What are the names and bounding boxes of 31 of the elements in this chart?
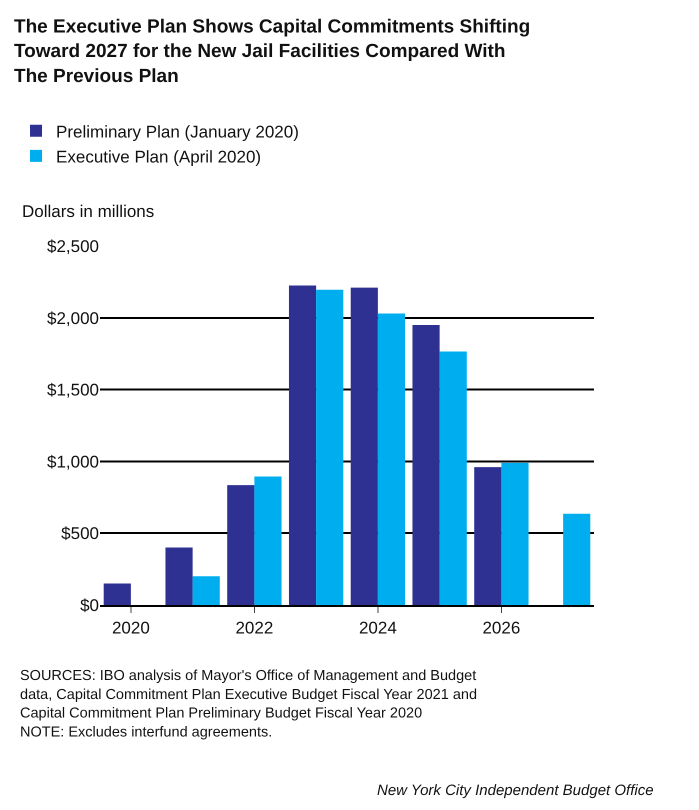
x-tick-label: 2024 [358,618,397,638]
source-note: SOURCES: IBO analysis of Mayor's Office of Management and Budget data, Capital Commitment Plan Executive Budget Fiscal Year 2021 and Capital Commitment Plan Preliminary Budget Fiscal Year 2020 [20,668,478,722]
legend-label: Preliminary Plan (January 2020) [56,122,299,142]
bar [165,548,193,605]
x-tick-label: 2022 [235,618,274,638]
bar [104,583,131,605]
bar [501,462,529,605]
y-tick-label: $500 [61,524,99,544]
x-tick-label: 2026 [482,618,520,638]
bar [350,288,378,605]
y-tick-label: $1,000 [47,452,99,472]
legend-label: Executive Plan (April 2020) [56,147,262,166]
chart-title: The Executive Plan Shows Capital Commitments Shifting Toward 2027 for the New Jail Facilities Compared With The Previous Plan [14,16,530,87]
y-tick-label: $2,000 [47,308,99,328]
x-tick-label: 2020 [112,618,150,638]
bar [254,476,282,605]
text: New York City Independent Budget Office [377,782,654,799]
bar [316,290,344,605]
y-tick-label: $1,500 [47,380,99,400]
y-axis-title: Dollars in millions [22,202,154,221]
bar [378,313,406,605]
y-tick-label: $2,500 [47,236,99,256]
bar [192,576,220,605]
bar [227,485,254,605]
bar [412,324,440,605]
bar [440,352,467,605]
bar [563,514,590,605]
bar [288,285,316,605]
text: NOTE: Excludes interfund agreements. [20,724,272,741]
y-tick-label: $0 [80,596,99,615]
bar [474,467,502,605]
